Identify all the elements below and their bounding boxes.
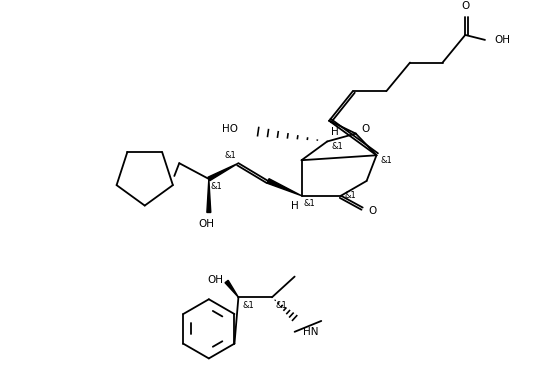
Text: &1: &1 [303,199,315,208]
Text: O: O [368,207,377,217]
Text: &1: &1 [380,156,392,165]
Text: OH: OH [208,275,223,284]
Text: O: O [362,124,370,134]
Text: H: H [291,201,299,210]
Text: &1: &1 [331,142,343,151]
Text: &1: &1 [345,191,357,200]
Text: HO: HO [222,124,238,134]
Text: &1: &1 [211,182,222,191]
Polygon shape [225,280,238,297]
Polygon shape [208,163,238,180]
Text: &1: &1 [242,301,254,310]
Text: HN: HN [302,327,318,337]
Text: &1: &1 [276,301,288,310]
Text: H: H [331,126,339,137]
Text: OH: OH [199,219,215,229]
Polygon shape [207,179,211,212]
Polygon shape [267,179,302,196]
Text: OH: OH [495,35,511,45]
Text: O: O [461,1,469,11]
Text: &1: &1 [224,151,236,160]
